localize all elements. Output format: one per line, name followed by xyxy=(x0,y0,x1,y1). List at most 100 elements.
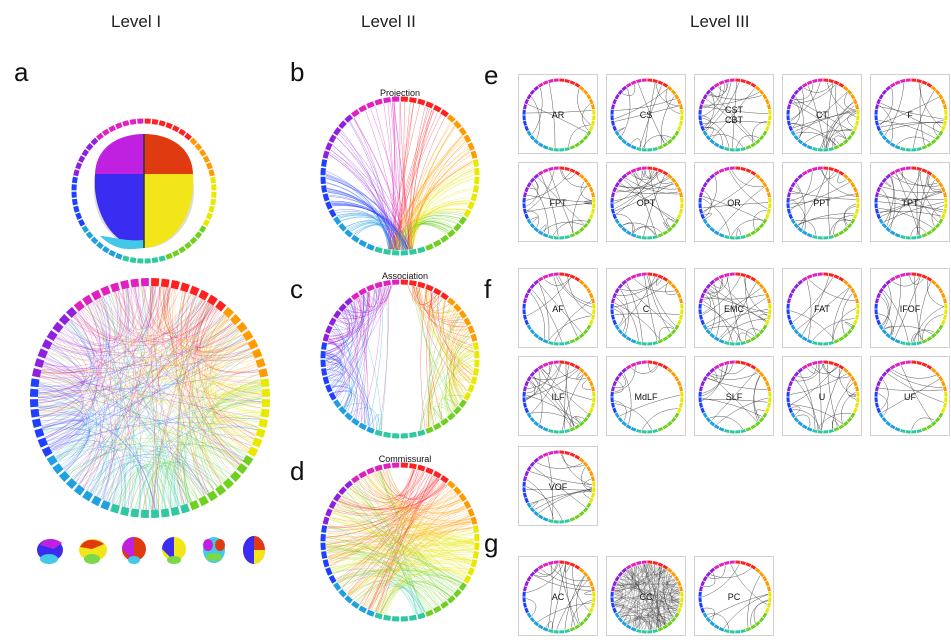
connection-chord xyxy=(571,185,588,234)
connection-chord xyxy=(542,368,588,414)
tract-ring-segment xyxy=(666,620,673,627)
whole-brain-ring-segment xyxy=(215,300,227,312)
tract-chords xyxy=(613,169,679,236)
connection-chord xyxy=(884,82,905,136)
tract-ring-segment xyxy=(582,222,589,229)
connection-chord xyxy=(577,88,591,125)
connection-chord xyxy=(52,285,153,453)
tract-tile-fat: FAT xyxy=(782,268,862,348)
tract-ring-segment xyxy=(524,292,530,299)
whole-brain-ring-segment xyxy=(66,477,78,490)
association-ring-segment xyxy=(321,368,328,376)
tract-chords xyxy=(878,170,945,237)
connection-chord xyxy=(821,105,855,149)
tract-ring-segment xyxy=(699,104,704,110)
commissural-ring-segment xyxy=(383,463,391,470)
tract-ring-segment xyxy=(750,276,757,282)
connection-chord xyxy=(656,277,662,286)
connection-chord xyxy=(176,290,209,494)
connection-chord xyxy=(425,289,470,385)
tract-ring-segment xyxy=(876,380,882,387)
connection-chord xyxy=(355,482,419,614)
association-ring-segment xyxy=(321,342,328,350)
tract-ring-segment xyxy=(678,314,683,320)
tract-ring xyxy=(874,166,948,240)
tract-ring-segment xyxy=(533,620,540,627)
connection-chord xyxy=(41,420,86,450)
brain-ring-segment xyxy=(78,155,86,163)
connection-chord xyxy=(703,92,760,106)
connection-chord xyxy=(125,286,156,330)
tract-ring-segment xyxy=(900,234,906,239)
tract-ring-segment xyxy=(630,232,637,238)
tract-ring-segment xyxy=(745,562,752,568)
connection-chord xyxy=(630,577,674,626)
connection-chord xyxy=(718,279,766,322)
tract-ring-segment xyxy=(846,416,853,423)
tract-ring-segment xyxy=(705,571,712,578)
whole-brain-ring-segment xyxy=(37,348,49,359)
tract-ring-segment xyxy=(529,571,536,578)
brain-ring-segment xyxy=(165,252,173,260)
connection-chord xyxy=(633,172,657,235)
tract-ring-segment xyxy=(542,144,549,150)
tract-ring-segment xyxy=(766,586,771,592)
tract-ring-segment xyxy=(674,93,680,100)
tract-ring-segment xyxy=(718,80,725,86)
tract-ring-segment xyxy=(930,85,937,92)
tract-ring-segment xyxy=(524,319,530,326)
tract-ring-segment xyxy=(705,134,712,141)
connection-chord xyxy=(820,101,854,148)
association-ring-segment xyxy=(366,284,375,292)
association-ring-segment xyxy=(425,426,434,434)
commissural-ring-segment xyxy=(472,551,479,559)
tract-ring-segment xyxy=(524,186,530,193)
projection-ring-segment xyxy=(358,104,368,113)
whole-brain-ring-segment xyxy=(91,495,102,507)
projection-ring-segment xyxy=(338,223,347,232)
connection-chord xyxy=(393,114,442,250)
tract-ring-segment xyxy=(702,324,708,331)
tract-ring-segment xyxy=(537,82,544,88)
connection-chord xyxy=(67,322,208,495)
connection-chord xyxy=(325,177,412,250)
tract-ring-segment xyxy=(526,375,532,382)
connection-chord xyxy=(641,408,678,430)
connection-chord xyxy=(326,488,452,553)
brain-view-anterior xyxy=(122,537,146,564)
tract-label: CC xyxy=(607,592,685,602)
tract-ring-segment xyxy=(621,173,628,180)
connection-chord xyxy=(335,287,381,396)
tract-ring-segment xyxy=(588,380,594,387)
tract-ring-segment xyxy=(590,602,595,608)
tract-ring-segment xyxy=(764,125,770,132)
projection-ring-segment xyxy=(383,97,391,104)
connection-chord xyxy=(790,82,821,120)
tract-ring-segment xyxy=(764,607,770,614)
connection-chord xyxy=(614,302,661,340)
connection-chord xyxy=(565,564,576,626)
connection-chord xyxy=(329,380,352,410)
tract-ring-segment xyxy=(636,273,642,278)
tract-ring-segment xyxy=(582,371,589,378)
tract-ring-segment xyxy=(916,340,922,345)
connection-chord xyxy=(709,134,744,148)
connection-chord xyxy=(880,102,940,133)
tract-ring-segment xyxy=(713,142,720,148)
connection-chord xyxy=(327,514,469,558)
connection-chord xyxy=(918,82,942,128)
connection-chord xyxy=(533,375,543,424)
connection-chord xyxy=(626,571,677,612)
connection-chord xyxy=(633,278,675,293)
connection-chord xyxy=(831,382,854,429)
tract-ring-segment xyxy=(885,367,892,374)
projection-ring-segment xyxy=(425,101,434,109)
tract-ring-segment xyxy=(713,364,720,370)
connection-chord xyxy=(359,585,419,614)
connection-chord xyxy=(343,292,370,407)
connection-chord xyxy=(366,475,475,544)
brain-ring-segment xyxy=(198,225,207,234)
tract-ring-segment xyxy=(621,620,628,627)
connection-chord xyxy=(702,300,733,342)
connection-chord xyxy=(614,566,659,592)
